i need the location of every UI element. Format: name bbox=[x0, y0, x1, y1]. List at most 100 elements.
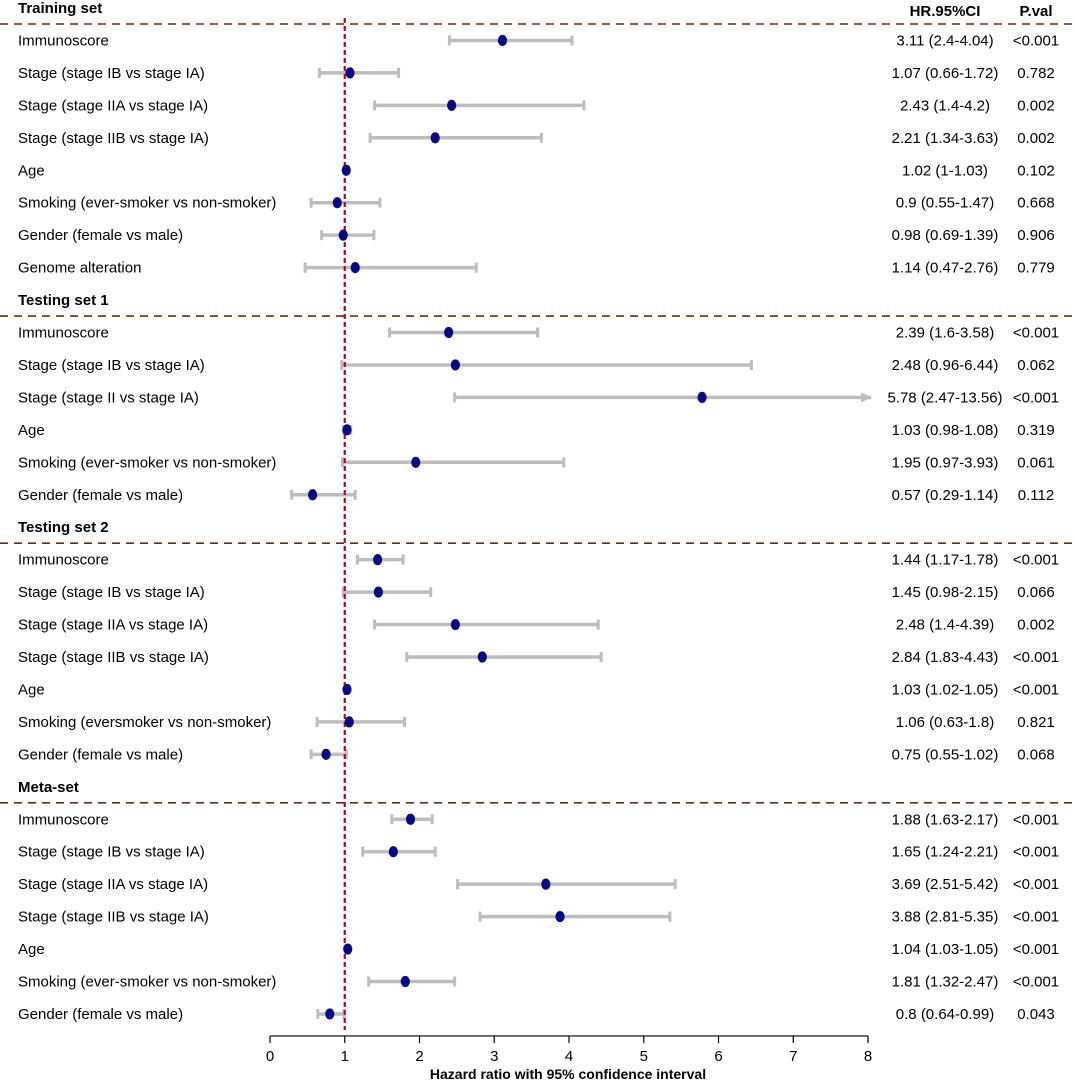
p-value: 0.066 bbox=[1017, 584, 1055, 601]
row-label: Smoking (ever-smoker vs non-smoker) bbox=[18, 195, 276, 212]
hr-ci-value: 2.21 (1.34-3.63) bbox=[892, 130, 999, 147]
p-value: <0.001 bbox=[1013, 552, 1059, 569]
row-label: Immunoscore bbox=[18, 811, 109, 828]
p-column-header: P.val bbox=[1019, 3, 1052, 20]
hr-point bbox=[477, 651, 487, 663]
p-value: 0.112 bbox=[1018, 487, 1054, 504]
x-tick-label: 1 bbox=[341, 1048, 349, 1065]
hr-point bbox=[342, 424, 352, 436]
hr-point bbox=[344, 716, 354, 728]
p-value: 0.002 bbox=[1017, 130, 1055, 147]
hr-point bbox=[450, 618, 460, 631]
p-value: <0.001 bbox=[1013, 681, 1059, 698]
row-label: Stage (stage IIB vs stage IA) bbox=[18, 649, 209, 666]
row-label: Stage (stage IIA vs stage IA) bbox=[18, 876, 208, 893]
hr-ci-value: 1.07 (0.66-1.72) bbox=[892, 65, 999, 82]
x-tick-label: 3 bbox=[490, 1048, 498, 1065]
p-value: <0.001 bbox=[1013, 811, 1059, 828]
p-value: 0.779 bbox=[1017, 260, 1055, 277]
row-label: Stage (stage IIB vs stage IA) bbox=[18, 130, 209, 147]
hr-point bbox=[541, 878, 551, 890]
hr-ci-value: 3.88 (2.81-5.35) bbox=[892, 909, 999, 926]
point-layer bbox=[308, 34, 707, 1020]
x-tick-label: 4 bbox=[565, 1048, 573, 1065]
row-label: Stage (stage IIA vs stage IA) bbox=[18, 97, 208, 114]
row-label: Smoking (ever-smoker vs non-smoker) bbox=[18, 454, 276, 471]
hr-point bbox=[405, 813, 416, 825]
hr-ci-value: 1.81 (1.32-2.47) bbox=[892, 974, 999, 991]
p-value: 0.782 bbox=[1017, 65, 1055, 82]
hr-ci-value: 5.78 (2.47-13.56) bbox=[887, 389, 1002, 406]
hr-point bbox=[697, 391, 707, 403]
p-value: <0.001 bbox=[1013, 389, 1059, 406]
p-value: <0.001 bbox=[1013, 844, 1059, 861]
group-title: Testing set 2 bbox=[18, 519, 109, 536]
x-tick-label: 6 bbox=[714, 1048, 722, 1065]
p-value: 0.102 bbox=[1017, 162, 1055, 179]
x-tick-label: 8 bbox=[864, 1048, 872, 1065]
p-value: <0.001 bbox=[1013, 32, 1059, 49]
row-label: Stage (stage IIB vs stage IA) bbox=[18, 909, 209, 926]
hr-ci-value: 1.03 (0.98-1.08) bbox=[892, 422, 999, 439]
hr-point bbox=[350, 262, 360, 274]
row-label: Age bbox=[18, 162, 45, 179]
p-value: 0.668 bbox=[1017, 195, 1055, 212]
hr-point bbox=[321, 748, 331, 760]
x-tick-label: 5 bbox=[640, 1048, 648, 1065]
hr-ci-value: 1.65 (1.24-2.21) bbox=[892, 844, 999, 861]
p-value: <0.001 bbox=[1013, 974, 1059, 991]
hr-point bbox=[342, 683, 352, 696]
x-axis-title: Hazard ratio with 95% confidence interva… bbox=[430, 1066, 706, 1082]
hr-point bbox=[332, 197, 342, 209]
hr-point bbox=[343, 943, 353, 955]
row-label: Gender (female vs male) bbox=[18, 487, 183, 504]
hr-point bbox=[325, 1008, 335, 1020]
hr-ci-value: 3.11 (2.4-4.04) bbox=[896, 32, 993, 49]
x-tick-label: 0 bbox=[266, 1048, 274, 1065]
p-value: <0.001 bbox=[1013, 649, 1059, 666]
hr-ci-value: 0.8 (0.64-0.99) bbox=[896, 1006, 994, 1023]
row-label: Immunoscore bbox=[18, 325, 109, 342]
p-value: 0.068 bbox=[1017, 746, 1055, 763]
row-label: Gender (female vs male) bbox=[18, 746, 183, 763]
hr-point bbox=[388, 846, 398, 858]
hr-ci-value: 2.43 (1.4-4.2) bbox=[900, 97, 990, 114]
hr-point bbox=[373, 586, 383, 598]
hr-ci-value: 0.75 (0.55-1.02) bbox=[892, 746, 999, 763]
group-title: Testing set 1 bbox=[18, 292, 109, 309]
hr-point bbox=[338, 229, 348, 241]
p-value: 0.319 bbox=[1017, 422, 1055, 439]
ci-layer bbox=[290, 35, 872, 1019]
hr-point bbox=[411, 456, 421, 468]
row-label: Stage (stage IIA vs stage IA) bbox=[18, 617, 208, 634]
p-value: 0.061 bbox=[1017, 454, 1055, 471]
p-value: <0.001 bbox=[1013, 325, 1059, 342]
row-label: Immunoscore bbox=[18, 32, 109, 49]
group-title: Meta-set bbox=[18, 779, 79, 796]
row-label: Stage (stage IB vs stage IA) bbox=[18, 65, 205, 82]
p-value: <0.001 bbox=[1013, 941, 1059, 958]
hr-point bbox=[447, 99, 457, 111]
row-label: Stage (stage IB vs stage IA) bbox=[18, 844, 205, 861]
p-value: <0.001 bbox=[1013, 909, 1059, 926]
hr-ci-value: 0.9 (0.55-1.47) bbox=[896, 195, 994, 212]
hr-ci-value: 0.98 (0.69-1.39) bbox=[892, 227, 999, 244]
hr-ci-value: 1.02 (1-1.03) bbox=[902, 162, 988, 179]
p-value: 0.002 bbox=[1017, 617, 1055, 634]
hr-ci-value: 2.84 (1.83-4.43) bbox=[892, 649, 999, 666]
hr-ci-value: 1.44 (1.17-1.78) bbox=[892, 552, 999, 569]
row-label: Age bbox=[18, 422, 45, 439]
p-value: 0.002 bbox=[1017, 97, 1055, 114]
hr-ci-value: 1.06 (0.63-1.8) bbox=[896, 714, 994, 731]
row-label: Stage (stage IB vs stage IA) bbox=[18, 357, 205, 374]
row-label: Genome alteration bbox=[18, 260, 141, 277]
p-value: 0.906 bbox=[1017, 227, 1055, 244]
x-tick-label: 7 bbox=[789, 1048, 797, 1065]
hr-point bbox=[444, 326, 454, 339]
x-axis: 0 1 2 3 4 5 6 7 8 bbox=[266, 1035, 872, 1065]
hr-ci-value: 2.48 (0.96-6.44) bbox=[892, 357, 999, 374]
row-label: Gender (female vs male) bbox=[18, 227, 183, 244]
hr-column-header: HR.95%CI bbox=[910, 3, 981, 20]
row-label: Smoking (ever-smoker vs non-smoker) bbox=[18, 974, 276, 991]
